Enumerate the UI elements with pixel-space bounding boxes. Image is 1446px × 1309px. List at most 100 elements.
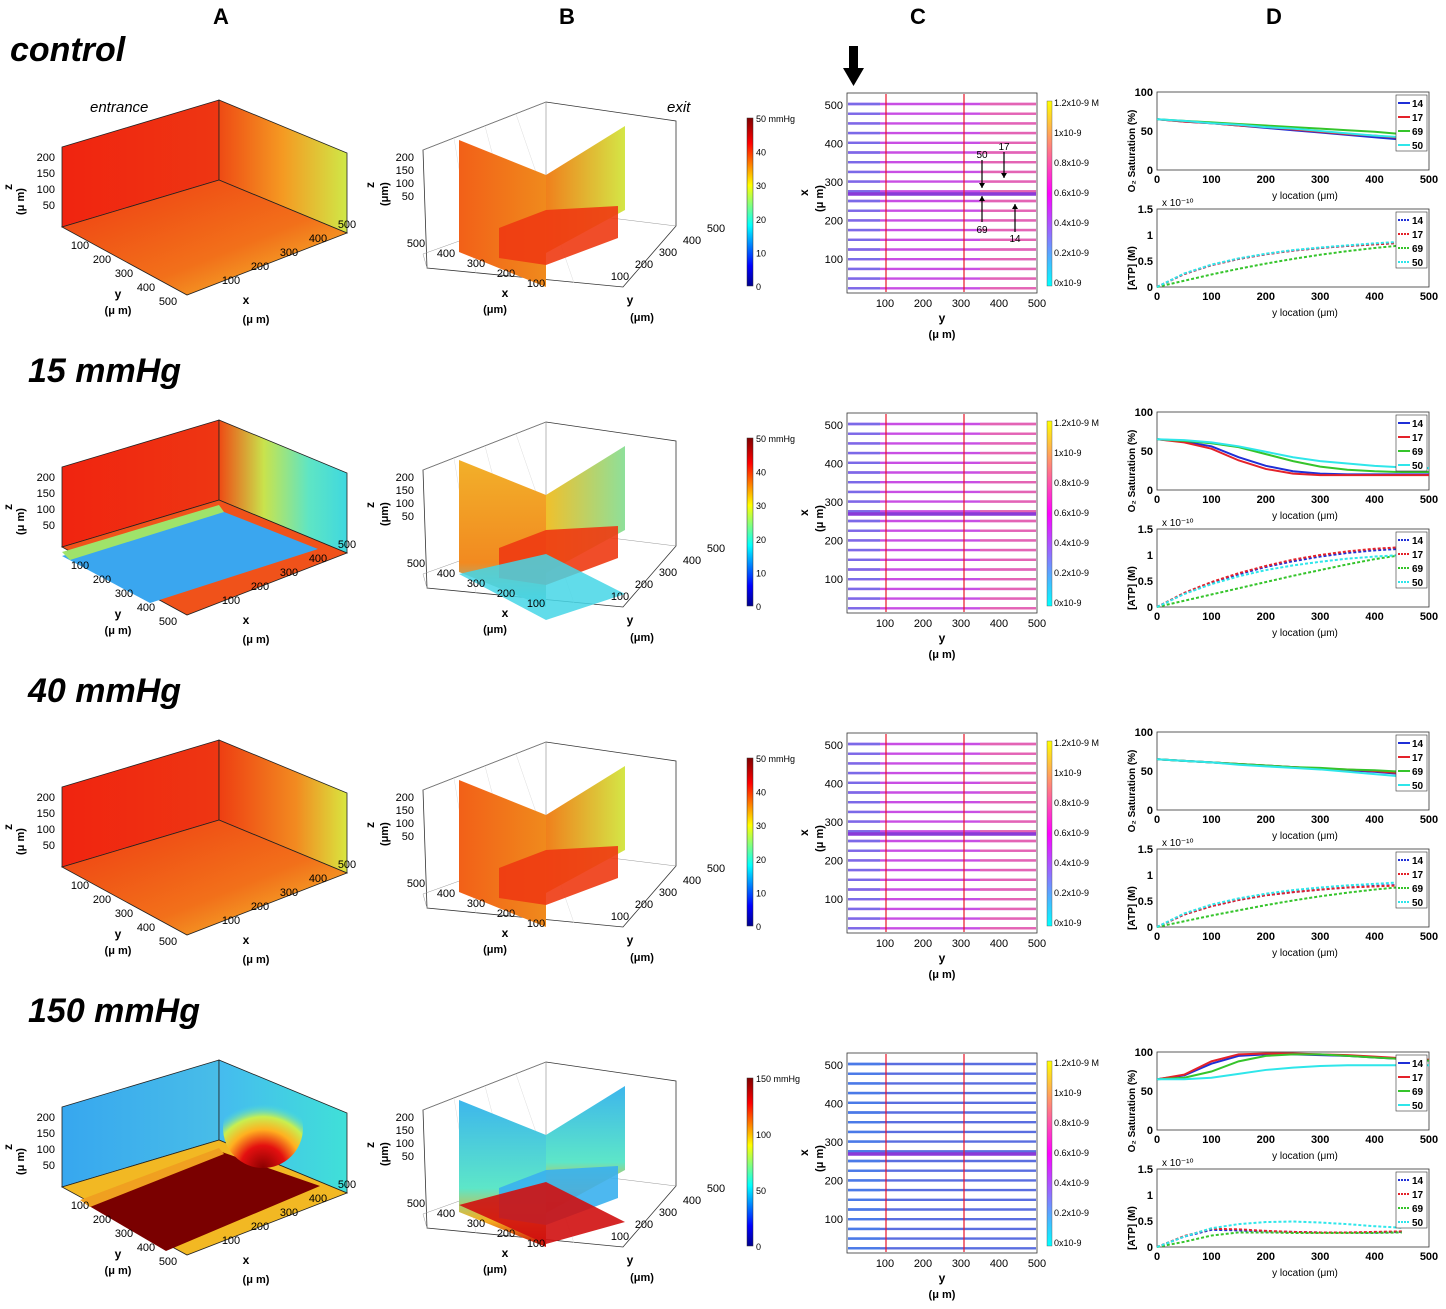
x-axis-unit: (μ m) [814, 505, 826, 532]
box-edge [422, 741, 547, 850]
y-tick: 100 [611, 271, 629, 283]
legend-label-69: 69 [1412, 127, 1424, 138]
legend-label-50: 50 [1412, 258, 1424, 269]
z-tick: 150 [396, 485, 414, 497]
colorbar-tick: 0 [756, 922, 761, 932]
y-tick: 1.5 [1138, 844, 1153, 856]
legend-label-14: 14 [1412, 536, 1424, 547]
y-axis-unit: (μ m) [929, 329, 956, 341]
y-tick: 200 [93, 254, 111, 266]
plot-frame [1156, 1168, 1430, 1248]
x-tick: 100 [1202, 931, 1220, 943]
y-tick: 200 [635, 259, 653, 271]
y-tick: 200 [93, 1214, 111, 1226]
y-tick: 0 [1147, 922, 1153, 934]
y-tick: 200 [635, 579, 653, 591]
y-tick: 100 [611, 591, 629, 603]
y-axis-unit: (μ m) [105, 305, 132, 317]
y-axis-label: y [115, 287, 122, 301]
x-tick: 200 [251, 261, 269, 273]
legend [1395, 851, 1428, 909]
box-edge [422, 421, 547, 530]
annotation-69: 69 [976, 225, 988, 236]
hot-band [459, 1182, 625, 1244]
y-axis-label: O₂ Saturation (%) [1127, 750, 1138, 833]
legend [1395, 211, 1428, 269]
y-tick: 100 [71, 880, 89, 892]
y-tick: 300 [659, 887, 677, 899]
z-axis-unit: (μ m) [15, 188, 27, 215]
x-tick: 500 [1420, 814, 1438, 826]
z-tick: 100 [37, 504, 55, 516]
x-tick: 100 [825, 1214, 843, 1226]
legend-label-50: 50 [1412, 141, 1424, 152]
x-tick: 400 [1365, 611, 1383, 623]
x-axis-label: x [243, 1253, 250, 1267]
x-tick: 400 [1365, 174, 1383, 186]
y-tick: 500 [1028, 938, 1046, 950]
x-tick: 100 [825, 894, 843, 906]
x-axis-label: y location (μm) [1272, 948, 1338, 959]
x-tick: 300 [1311, 814, 1329, 826]
y-tick: 400 [990, 298, 1008, 310]
series-line-69 [1156, 885, 1402, 928]
x-axis-label: x [502, 1246, 509, 1260]
colorbar-tick: 0.8x10-9 [1054, 798, 1089, 808]
y-tick: 500 [1028, 618, 1046, 630]
x-tick: 100 [222, 275, 240, 287]
y-tick: 1 [1147, 550, 1153, 562]
x-tick: 500 [407, 238, 425, 250]
x-tick: 400 [437, 248, 455, 260]
y-tick: 50 [1141, 766, 1153, 778]
x-tick: 200 [825, 216, 843, 228]
y-tick: 500 [159, 296, 177, 308]
x-axis-unit: (μ m) [243, 634, 270, 646]
x-axis-label: y location (μm) [1272, 628, 1338, 639]
z-tick: 100 [396, 498, 414, 510]
y-tick: 500 [1028, 1258, 1046, 1270]
z-tick: 200 [37, 152, 55, 164]
slice-plane-z [499, 206, 618, 265]
z-tick: 200 [37, 792, 55, 804]
y-tick: 500 [159, 936, 177, 948]
z-axis-unit: (μ m) [15, 828, 27, 855]
legend-label-17: 17 [1412, 433, 1424, 444]
x-tick: 400 [309, 553, 327, 565]
series-line-17 [1156, 241, 1402, 288]
x-tick: 100 [1202, 291, 1220, 303]
y-tick: 400 [137, 602, 155, 614]
colorbar-tick: 0.8x10-9 [1054, 1118, 1089, 1128]
y-tick: 400 [990, 618, 1008, 630]
x-tick: 500 [825, 420, 843, 432]
x-axis-label: x [243, 933, 250, 947]
x-tick: 300 [1311, 494, 1329, 506]
legend-label-14: 14 [1412, 216, 1424, 227]
y-tick: 500 [159, 1256, 177, 1268]
y-tick: 100 [611, 911, 629, 923]
y-tick: 200 [914, 298, 932, 310]
y-tick: 500 [1028, 298, 1046, 310]
x-tick: 200 [497, 1228, 515, 1240]
x-tick: 300 [280, 887, 298, 899]
colorbar-tick: 20 [756, 215, 766, 225]
z-axis-unit: (μm) [379, 1142, 391, 1166]
plot-frame [1156, 411, 1430, 491]
y-tick: 50 [1141, 446, 1153, 458]
z-tick: 150 [37, 808, 55, 820]
colorbar-tick: 0 [756, 282, 761, 292]
z-tick: 100 [37, 1144, 55, 1156]
colorbar-tick: 0.6x10-9 [1054, 1148, 1089, 1158]
y-axis-label: O₂ Saturation (%) [1127, 430, 1138, 513]
z-axis-unit: (μ m) [15, 1148, 27, 1175]
x-tick: 100 [222, 915, 240, 927]
z-tick: 200 [396, 792, 414, 804]
plot-frame [1156, 208, 1430, 288]
x-tick: 100 [1202, 814, 1220, 826]
exponent-label: x 10⁻¹⁰ [1162, 518, 1194, 529]
z-tick: 200 [396, 152, 414, 164]
y-tick: 200 [914, 938, 932, 950]
